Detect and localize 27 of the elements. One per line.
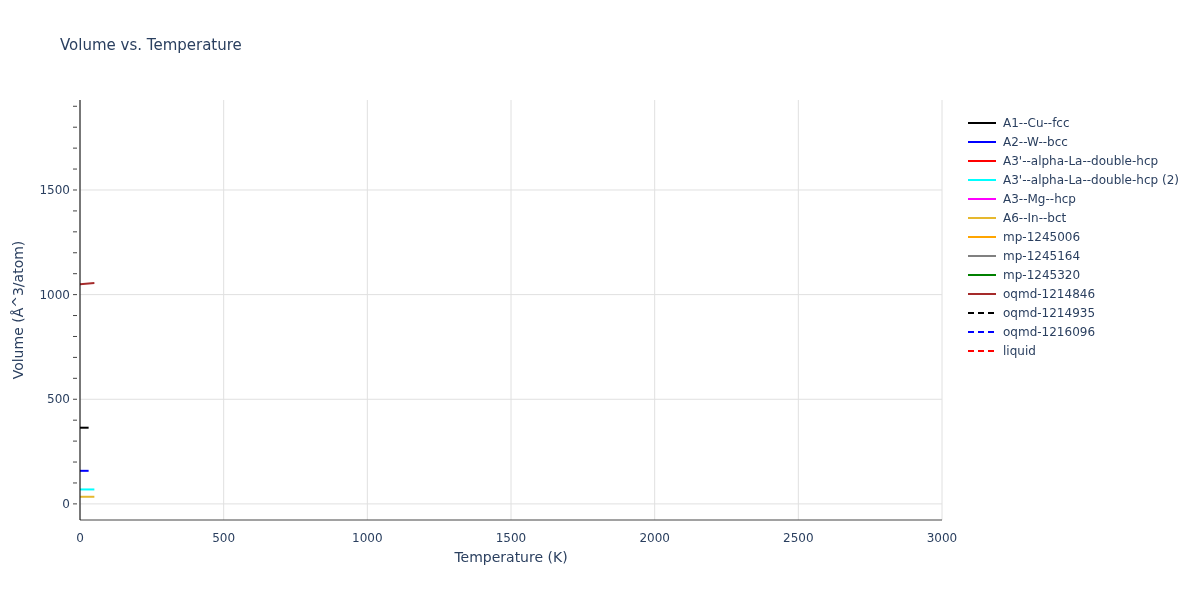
x-tick-label: 1500 bbox=[495, 531, 527, 545]
legend-label: A6--In--bct bbox=[1003, 210, 1067, 225]
x-tick-label: 0 bbox=[76, 531, 84, 545]
legend-label: oqmd-1214935 bbox=[1003, 305, 1096, 320]
x-tick-label: 1000 bbox=[352, 531, 383, 545]
legend-label: oqmd-1214846 bbox=[1003, 286, 1096, 301]
y-tick-label: 1000 bbox=[39, 287, 70, 302]
x-tick-label: 2500 bbox=[783, 531, 814, 545]
legend-label: mp-1245320 bbox=[1003, 267, 1081, 282]
x-tick-label: 500 bbox=[212, 531, 236, 545]
legend-label: A3'--alpha-La--double-hcp bbox=[1003, 153, 1159, 168]
x-tick-label: 3000 bbox=[926, 531, 958, 545]
legend-label: liquid bbox=[1003, 343, 1036, 358]
chart-title: Volume vs. Temperature bbox=[60, 36, 242, 54]
y-tick-label: 500 bbox=[47, 392, 70, 407]
legend-label: A3'--alpha-La--double-hcp (2) bbox=[1003, 172, 1179, 187]
y-tick-label: 1500 bbox=[39, 182, 70, 197]
x-axis-title: Temperature (K) bbox=[453, 548, 568, 565]
x-tick-label: 2000 bbox=[639, 531, 670, 545]
y-tick-label: 0 bbox=[62, 496, 70, 511]
legend-label: A2--W--bcc bbox=[1003, 134, 1068, 149]
legend-label: A1--Cu--fcc bbox=[1003, 115, 1070, 130]
y-axis-title: Volume (Å^3/atom) bbox=[9, 240, 26, 380]
legend-label: mp-1245006 bbox=[1003, 229, 1081, 244]
legend-label: A3--Mg--hcp bbox=[1003, 191, 1076, 206]
legend-label: mp-1245164 bbox=[1003, 248, 1081, 263]
legend-label: oqmd-1216096 bbox=[1003, 324, 1096, 339]
